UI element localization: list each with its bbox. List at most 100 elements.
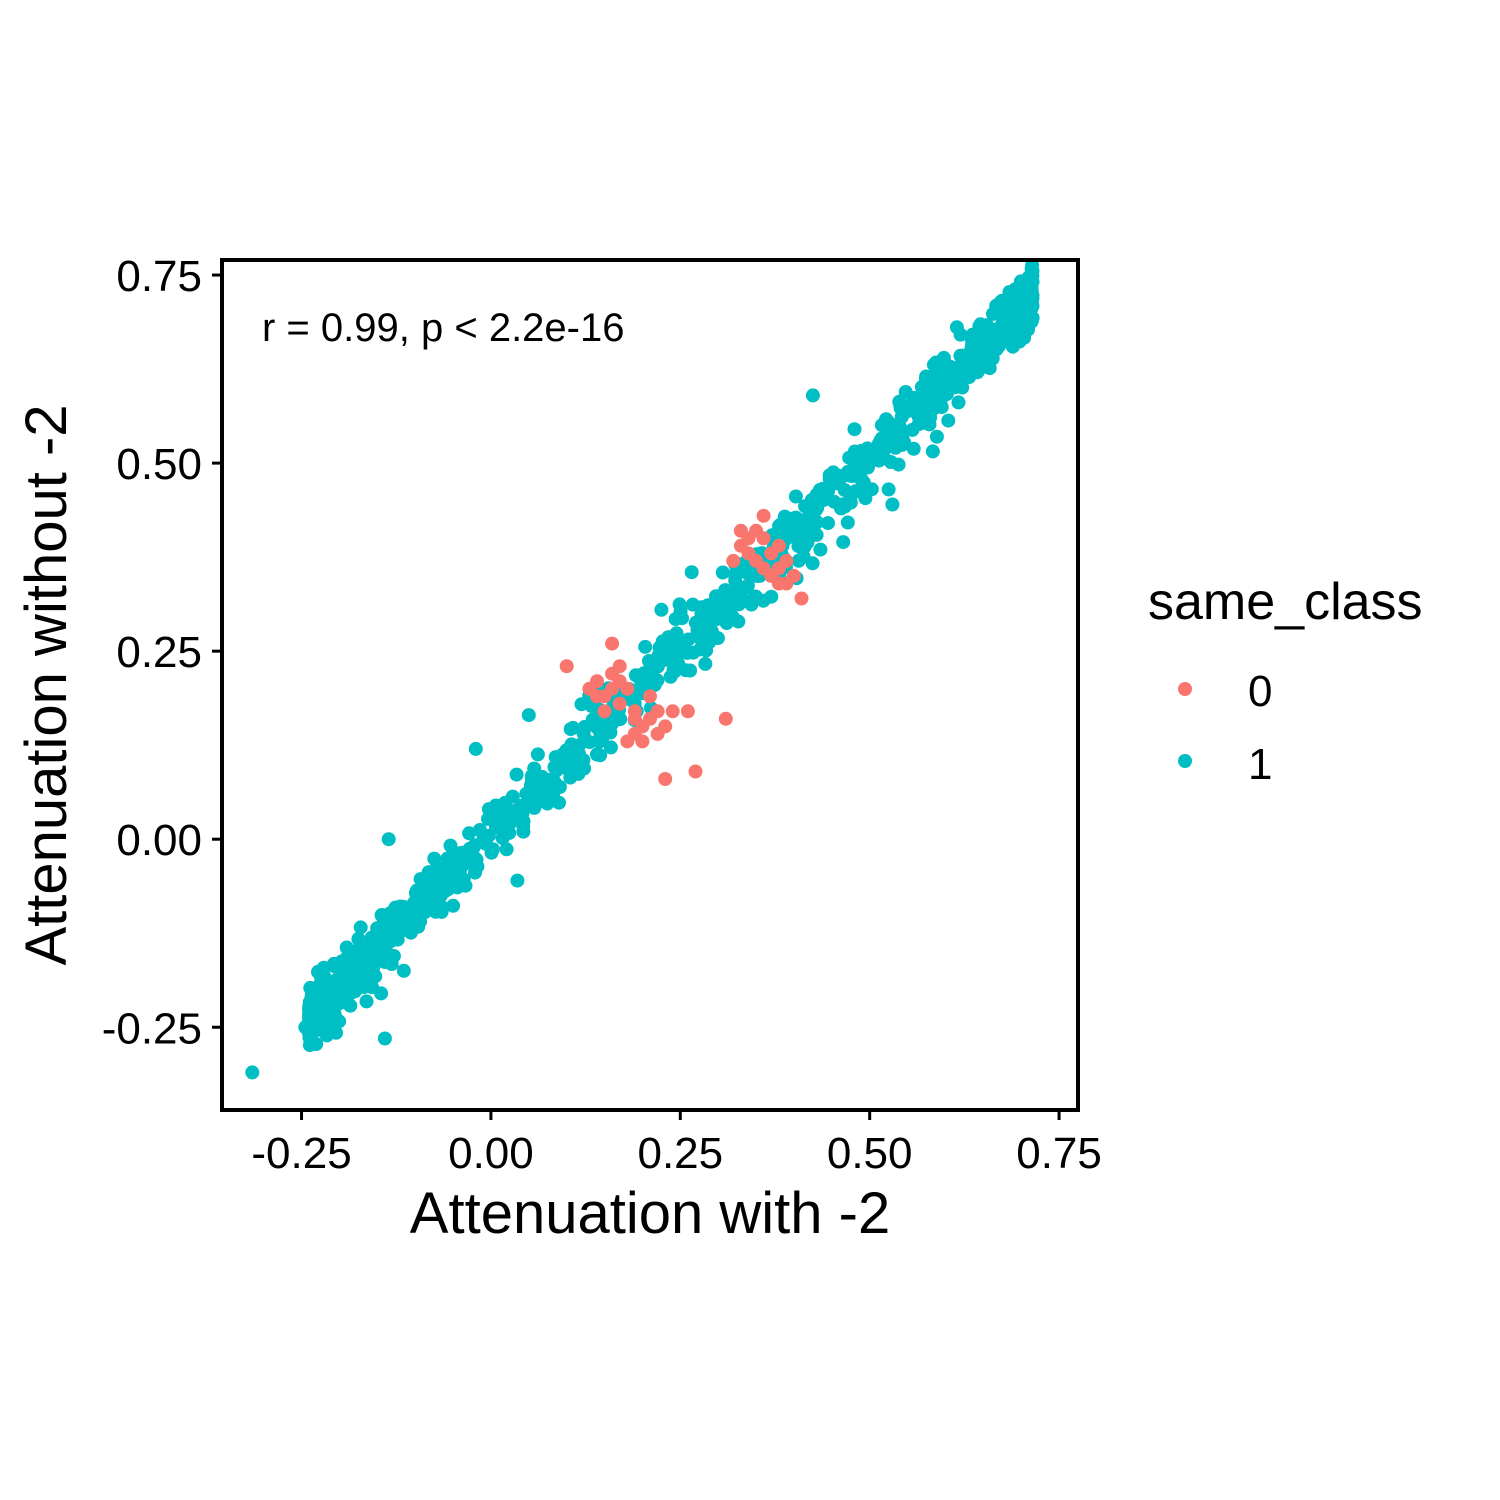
point-series-0 (741, 531, 756, 546)
point-series-0 (688, 764, 703, 779)
legend-marker-1 (1178, 754, 1192, 768)
point-series-0 (635, 734, 650, 749)
point-series-1 (381, 832, 396, 847)
point-series-1 (898, 385, 913, 399)
x-tick-label: -0.25 (251, 1129, 351, 1178)
point-series-1 (509, 767, 524, 782)
point-series-1 (848, 484, 863, 499)
point-series-1 (953, 358, 968, 373)
point-series-1 (655, 634, 670, 649)
point-series-1 (354, 941, 369, 956)
point-series-1 (813, 542, 828, 557)
point-series-1 (320, 1017, 335, 1032)
point-series-1 (552, 780, 567, 794)
x-axis-title: Attenuation with -2 (410, 1181, 890, 1246)
point-series-1 (731, 614, 746, 629)
point-series-1 (672, 597, 687, 612)
point-series-1 (698, 656, 713, 671)
y-tick-label: 0.75 (116, 252, 202, 301)
point-series-1 (374, 986, 389, 1001)
point-series-1 (879, 440, 894, 455)
point-series-1 (949, 320, 964, 335)
point-series-1 (738, 565, 753, 580)
point-series-1 (974, 338, 989, 353)
point-series-1 (365, 948, 380, 962)
point-series-1 (672, 643, 687, 658)
point-series-1 (968, 356, 983, 371)
legend-marker-0 (1178, 682, 1192, 696)
point-series-1 (495, 831, 510, 846)
point-series-1 (468, 741, 483, 756)
point-series-1 (450, 880, 465, 895)
y-tick-label: -0.25 (102, 1004, 202, 1053)
point-series-0 (650, 704, 665, 719)
point-series-1 (930, 380, 945, 395)
point-series-1 (481, 828, 496, 843)
point-series-0 (612, 674, 627, 689)
point-series-1 (489, 813, 504, 828)
point-series-1 (688, 615, 703, 630)
point-series-1 (576, 726, 591, 741)
point-series-1 (684, 565, 699, 580)
point-series-1 (842, 450, 857, 465)
point-series-1 (736, 593, 751, 608)
point-series-0 (665, 704, 680, 719)
point-series-1 (399, 920, 414, 935)
y-tick-label: 0.25 (116, 628, 202, 677)
point-series-1 (657, 652, 672, 667)
legend: same_class 0 1 (1148, 573, 1423, 789)
point-series-0 (726, 553, 741, 568)
point-series-1 (891, 457, 906, 472)
point-series-0 (643, 689, 657, 704)
point-series-1 (305, 993, 320, 1008)
point-series-1 (380, 935, 395, 950)
point-series-1 (353, 920, 368, 935)
point-series-1 (364, 930, 379, 945)
point-series-0 (718, 711, 733, 726)
point-series-1 (709, 589, 723, 604)
point-series-0 (612, 696, 627, 711)
point-series-1 (715, 565, 730, 580)
legend-label-1: 1 (1248, 740, 1272, 789)
point-series-1 (885, 497, 900, 512)
point-series-1 (895, 426, 910, 441)
point-series-1 (563, 757, 578, 771)
point-series-1 (521, 708, 536, 723)
point-series-1 (510, 873, 525, 888)
point-series-1 (530, 747, 545, 762)
point-series-1 (590, 721, 605, 736)
point-series-1 (843, 468, 858, 483)
point-series-1 (979, 327, 994, 341)
point-series-1 (918, 372, 933, 387)
point-series-1 (503, 803, 518, 818)
point-series-1 (701, 613, 716, 628)
point-series-1 (779, 524, 794, 538)
point-series-1 (669, 626, 684, 641)
point-series-1 (499, 842, 514, 857)
point-series-0 (786, 568, 801, 583)
point-series-1 (368, 969, 383, 984)
point-series-0 (597, 704, 612, 719)
point-series-1 (812, 483, 827, 497)
point-series-1 (528, 775, 543, 790)
y-tick-label: 0.00 (116, 816, 202, 865)
points-layer (245, 258, 1040, 1080)
point-series-1 (343, 998, 358, 1013)
point-series-1 (896, 398, 911, 413)
y-axis-title: Attenuation without -2 (14, 404, 79, 965)
point-series-1 (1025, 269, 1040, 283)
point-series-0 (590, 674, 604, 689)
point-series-1 (685, 597, 700, 612)
point-series-1 (822, 468, 837, 483)
point-series-1 (995, 293, 1010, 308)
point-series-1 (245, 1065, 260, 1080)
point-series-1 (298, 1020, 313, 1035)
point-series-1 (1023, 290, 1038, 305)
point-series-1 (1008, 282, 1023, 297)
point-series-1 (834, 501, 848, 516)
correlation-annotation: r = 0.99, p < 2.2e-16 (262, 306, 624, 350)
point-series-1 (941, 413, 956, 428)
point-series-1 (638, 639, 653, 654)
point-series-1 (749, 589, 763, 604)
point-series-1 (864, 482, 879, 497)
